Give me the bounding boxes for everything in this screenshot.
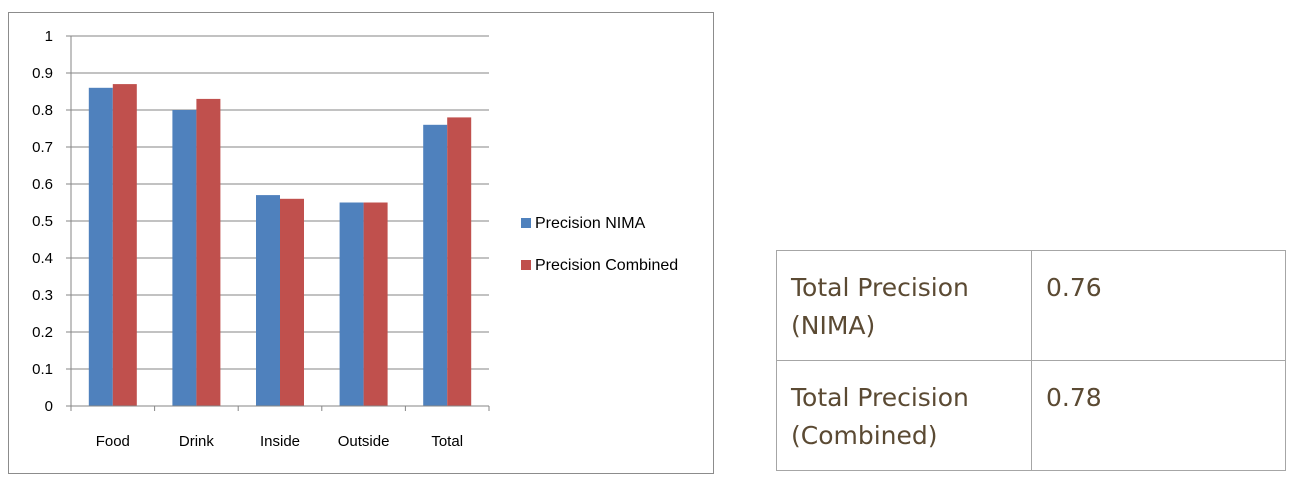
legend-label: Precision NIMA (535, 215, 646, 232)
table-row: Total Precision (Combined) 0.78 (776, 360, 1286, 471)
y-tick-labels: 0 0.1 0.2 0.3 0.4 0.5 0.6 0.7 0.8 0.9 1 (32, 28, 53, 415)
axes (66, 35, 490, 411)
x-tick-label: Total (431, 433, 463, 450)
bar-precision-combined-food (112, 84, 137, 406)
row-label-cell: Total Precision (Combined) (776, 360, 1032, 471)
legend-swatch (521, 260, 531, 270)
bar-precision-nima-drink (172, 110, 197, 406)
y-tick-label: 0.6 (32, 176, 53, 193)
bar-precision-nima-outside (339, 202, 364, 406)
y-tick-label: 0 (45, 398, 53, 415)
y-tick-label: 0.2 (32, 324, 53, 341)
x-tick-label: Drink (179, 433, 215, 450)
legend-label: Precision Combined (535, 257, 678, 274)
x-tick-label: Inside (260, 433, 300, 450)
y-tick-label: 0.7 (32, 139, 53, 156)
y-tick-label: 1 (45, 28, 53, 45)
y-tick-label: 0.8 (32, 102, 53, 119)
bar-precision-combined-drink (196, 98, 221, 407)
table-row: Total Precision (NIMA) 0.76 (776, 250, 1286, 361)
y-tick-label: 0.9 (32, 65, 53, 82)
bar-precision-combined-inside (280, 198, 304, 406)
bar-precision-nima-inside (256, 195, 280, 406)
x-tick-label: Outside (338, 433, 390, 450)
chart-frame: 0 0.1 0.2 0.3 0.4 0.5 0.6 0.7 0.8 0.9 1 Food Drink I… (8, 12, 714, 474)
bar-precision-combined-total (447, 117, 472, 407)
bars (88, 84, 472, 407)
legend: Precision NIMA Precision Combined (521, 215, 678, 274)
row-value-cell: 0.78 (1031, 360, 1286, 471)
bar-chart: 0 0.1 0.2 0.3 0.4 0.5 0.6 0.7 0.8 0.9 1 Food Drink I… (32, 28, 678, 450)
y-tick-label: 0.4 (32, 250, 53, 267)
summary-table: Total Precision (NIMA) 0.76 Total Precis… (776, 250, 1286, 471)
y-tick-label: 0.1 (32, 361, 53, 378)
bar-precision-nima-food (88, 87, 113, 407)
x-tick-labels: Food Drink Inside Outside Total (96, 433, 463, 450)
row-label-cell: Total Precision (NIMA) (776, 250, 1032, 361)
legend-swatch (521, 218, 531, 228)
x-tick-label: Food (96, 433, 130, 450)
row-value-cell: 0.76 (1031, 250, 1286, 361)
bar-precision-combined-outside (363, 202, 388, 406)
y-tick-label: 0.3 (32, 287, 53, 304)
y-tick-label: 0.5 (32, 213, 53, 230)
bar-precision-nima-total (423, 124, 448, 407)
